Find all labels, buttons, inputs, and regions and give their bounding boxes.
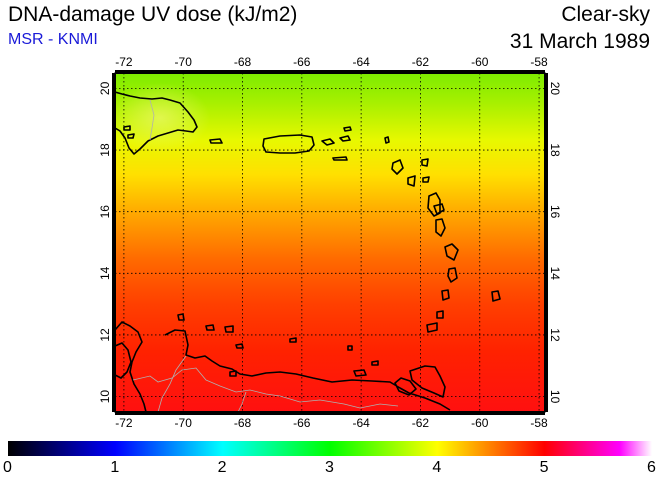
small-islands-west bbox=[123, 125, 223, 144]
longitude-tick-label: -70 bbox=[175, 416, 193, 430]
latitude-tick-label: 14 bbox=[548, 267, 562, 281]
latitude-tick-label: 10 bbox=[98, 390, 112, 404]
longitude-tick-label: -62 bbox=[412, 55, 430, 69]
colorbar-tick-label: 1 bbox=[110, 459, 120, 476]
hispaniola-coast bbox=[115, 91, 198, 155]
colorbar-tick-label: 6 bbox=[647, 459, 656, 476]
right-border-bar bbox=[544, 73, 548, 412]
lesser-antilles-south bbox=[426, 243, 501, 333]
longitude-tick-label: -60 bbox=[471, 416, 489, 430]
longitude-tick-label: -58 bbox=[530, 55, 548, 69]
longitude-tick-label: -72 bbox=[115, 55, 133, 69]
longitude-tick-label: -60 bbox=[471, 55, 489, 69]
latitude-tick-label: 16 bbox=[98, 205, 112, 219]
latitude-tick-label: 16 bbox=[548, 205, 562, 219]
longitude-labels-bottom: -72 -70 -68 -66 -64 -62 -60 -58 bbox=[115, 416, 548, 430]
longitude-tick-label: -64 bbox=[352, 416, 370, 430]
latitude-tick-label: 18 bbox=[548, 143, 562, 157]
sky-condition-label: Clear-sky bbox=[561, 3, 650, 26]
bottom-border-bar bbox=[115, 411, 545, 415]
puerto-rico-coast bbox=[262, 134, 315, 154]
source-label: MSR - KNMI bbox=[8, 31, 98, 48]
latitude-tick-label: 18 bbox=[98, 143, 112, 157]
latitude-tick-label: 12 bbox=[548, 328, 562, 342]
longitude-labels-top: -72 -70 -68 -66 -64 -62 -60 -58 bbox=[115, 55, 548, 69]
coastlines bbox=[115, 91, 501, 412]
hispaniola-highlight bbox=[110, 83, 210, 153]
longitude-tick-label: -66 bbox=[293, 416, 311, 430]
caribbean-islets bbox=[177, 313, 379, 377]
latitude-tick-label: 20 bbox=[548, 82, 562, 96]
colorbar bbox=[8, 441, 652, 456]
colorbar-tick-label: 2 bbox=[217, 459, 227, 476]
country-borders bbox=[132, 99, 399, 412]
longitude-tick-label: -66 bbox=[293, 55, 311, 69]
longitude-tick-label: -68 bbox=[234, 416, 252, 430]
latitude-labels-right: 20 18 16 14 12 10 bbox=[548, 82, 562, 404]
longitude-tick-label: -72 bbox=[115, 416, 133, 430]
latitude-tick-label: 20 bbox=[98, 81, 112, 95]
lesser-antilles-north bbox=[384, 136, 446, 237]
left-border-bar bbox=[112, 73, 116, 412]
virgin-islands bbox=[321, 126, 352, 161]
latitude-tick-label: 14 bbox=[98, 266, 112, 280]
longitude-tick-label: -64 bbox=[352, 55, 370, 69]
longitude-tick-label: -70 bbox=[175, 55, 193, 69]
colorbar-tick-label: 5 bbox=[539, 459, 549, 476]
latitude-labels-left: 20 18 16 14 12 10 bbox=[98, 81, 112, 403]
longitude-tick-label: -62 bbox=[412, 416, 430, 430]
colorbar-tick-label: 0 bbox=[3, 459, 12, 476]
south-american-coast bbox=[115, 321, 451, 412]
longitude-tick-label: -58 bbox=[530, 416, 548, 430]
latitude-tick-label: 12 bbox=[98, 328, 112, 342]
top-border-bar bbox=[115, 70, 545, 74]
colorbar-tick-label: 4 bbox=[432, 459, 442, 476]
latitude-tick-label: 10 bbox=[548, 390, 562, 404]
longitude-tick-label: -68 bbox=[234, 55, 252, 69]
map-title: DNA-damage UV dose (kJ/m2) bbox=[8, 3, 298, 26]
date-label: 31 March 1989 bbox=[509, 30, 650, 53]
colorbar-tick-label: 3 bbox=[325, 459, 334, 476]
